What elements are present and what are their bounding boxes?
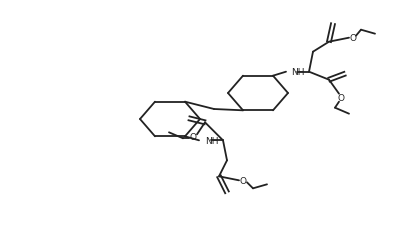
Text: O: O	[239, 176, 246, 185]
Text: NH: NH	[290, 68, 304, 77]
Text: O: O	[189, 132, 196, 141]
Text: NH: NH	[204, 136, 218, 145]
Text: O: O	[348, 34, 356, 43]
Text: O: O	[337, 94, 344, 103]
